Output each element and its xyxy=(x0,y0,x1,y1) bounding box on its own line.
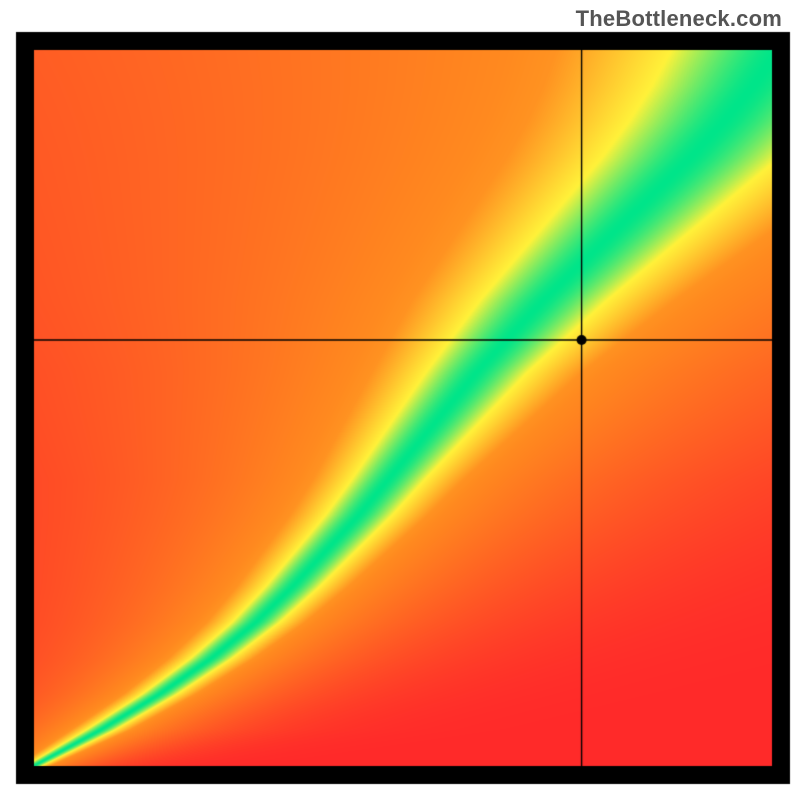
bottleneck-heatmap-canvas xyxy=(0,0,800,800)
chart-container: TheBottleneck.com xyxy=(0,0,800,800)
watermark-text: TheBottleneck.com xyxy=(576,6,782,32)
